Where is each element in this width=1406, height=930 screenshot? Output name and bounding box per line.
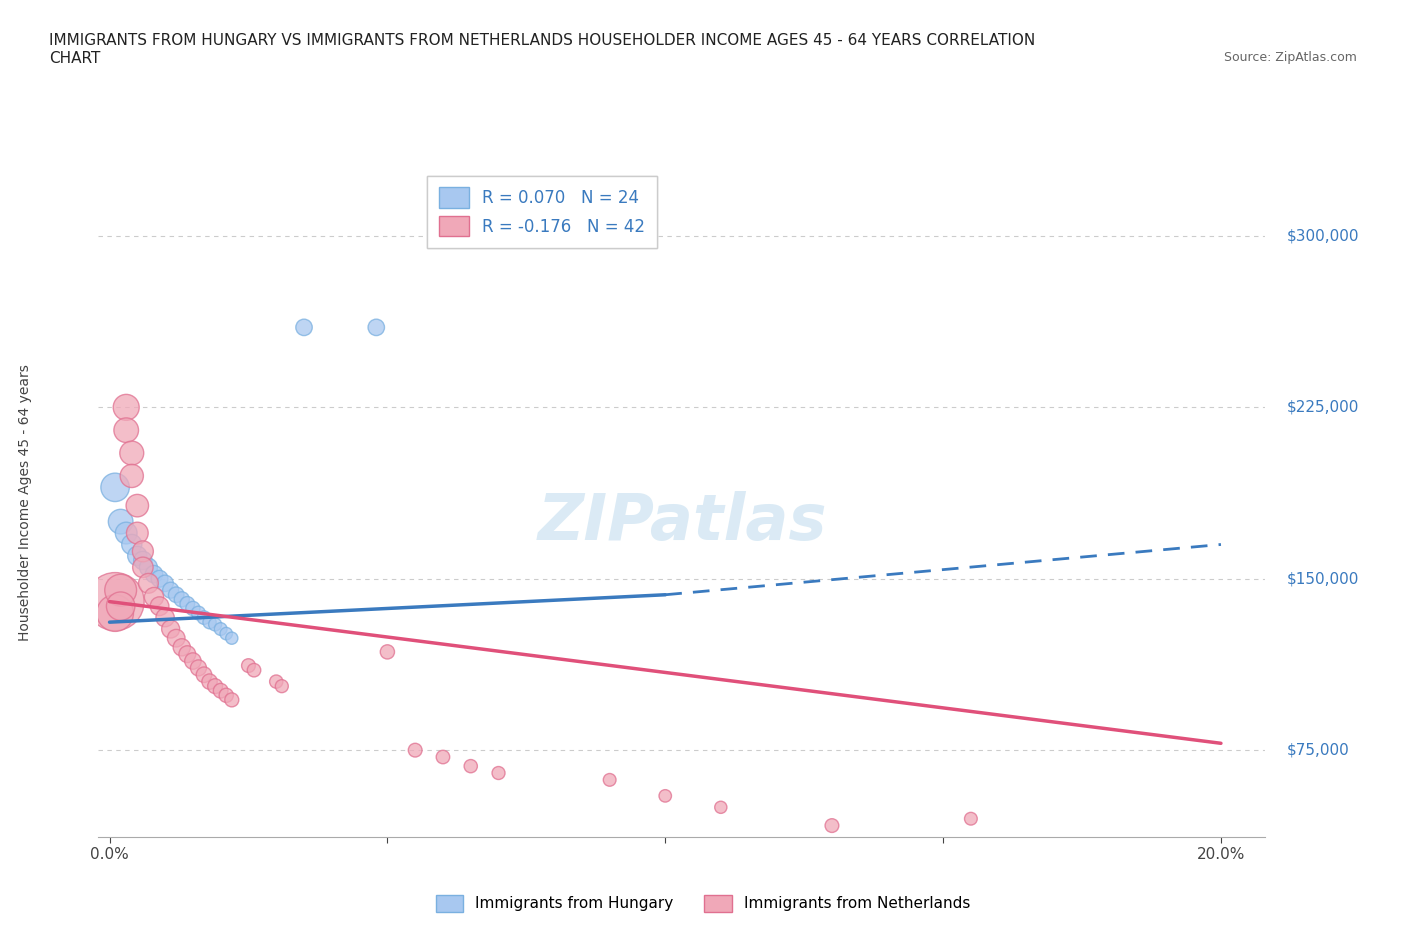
Point [104, 480, 127, 495]
Point [104, 594, 127, 609]
Point [821, 818, 844, 833]
Point [599, 773, 621, 788]
Point [170, 591, 193, 606]
Point [198, 615, 221, 630]
Point [181, 654, 204, 669]
Point [121, 445, 143, 460]
Text: CHART: CHART [49, 51, 101, 66]
Point [132, 553, 155, 568]
Text: IMMIGRANTS FROM HUNGARY VS IMMIGRANTS FROM NETHERLANDS HOUSEHOLDER INCOME AGES 4: IMMIGRANTS FROM HUNGARY VS IMMIGRANTS FR… [49, 33, 1035, 47]
Point [127, 525, 149, 540]
Point [204, 617, 226, 631]
Point [238, 658, 260, 673]
Point [221, 693, 243, 708]
Point [243, 663, 266, 678]
Point [181, 601, 204, 616]
Point [176, 596, 198, 611]
Point [221, 631, 243, 645]
Point [132, 560, 155, 575]
Point [204, 679, 226, 694]
Point [121, 469, 143, 484]
Text: Householder Income Ages 45 - 64 years: Householder Income Ages 45 - 64 years [18, 364, 32, 641]
Point [198, 674, 221, 689]
Point [143, 566, 166, 581]
Point [270, 679, 292, 694]
Point [159, 621, 181, 636]
Point [110, 599, 132, 614]
Point [460, 759, 482, 774]
Point [264, 674, 287, 689]
Text: $225,000: $225,000 [1286, 400, 1358, 415]
Point [121, 537, 143, 551]
Point [138, 576, 160, 591]
Text: ZIPatlas: ZIPatlas [537, 491, 827, 553]
Point [654, 789, 676, 804]
Point [165, 588, 187, 603]
Text: $150,000: $150,000 [1286, 571, 1358, 586]
Point [377, 644, 399, 659]
Legend: Immigrants from Hungary, Immigrants from Netherlands: Immigrants from Hungary, Immigrants from… [430, 889, 976, 918]
Point [209, 684, 232, 698]
Legend: R = 0.070   N = 24, R = -0.176   N = 42: R = 0.070 N = 24, R = -0.176 N = 42 [427, 176, 657, 248]
Point [404, 743, 426, 758]
Point [115, 525, 138, 540]
Point [187, 605, 209, 620]
Point [209, 621, 232, 636]
Point [215, 626, 238, 641]
Point [115, 400, 138, 415]
Point [366, 320, 388, 335]
Point [132, 544, 155, 559]
Point [165, 631, 187, 645]
Point [488, 765, 510, 780]
Point [104, 605, 127, 620]
Point [127, 498, 149, 513]
Point [193, 610, 215, 625]
Point [432, 750, 454, 764]
Text: $300,000: $300,000 [1286, 229, 1360, 244]
Point [138, 560, 160, 575]
Point [176, 646, 198, 661]
Point [148, 571, 170, 586]
Point [115, 423, 138, 438]
Point [153, 610, 176, 625]
Point [710, 800, 733, 815]
Text: $75,000: $75,000 [1286, 743, 1350, 758]
Point [159, 583, 181, 598]
Point [110, 514, 132, 529]
Point [960, 811, 983, 826]
Point [143, 590, 166, 604]
Point [170, 640, 193, 655]
Point [292, 320, 315, 335]
Point [127, 549, 149, 564]
Text: Source: ZipAtlas.com: Source: ZipAtlas.com [1223, 51, 1357, 64]
Point [153, 576, 176, 591]
Point [215, 688, 238, 703]
Point [187, 660, 209, 675]
Point [193, 668, 215, 683]
Point [110, 583, 132, 598]
Point [148, 599, 170, 614]
